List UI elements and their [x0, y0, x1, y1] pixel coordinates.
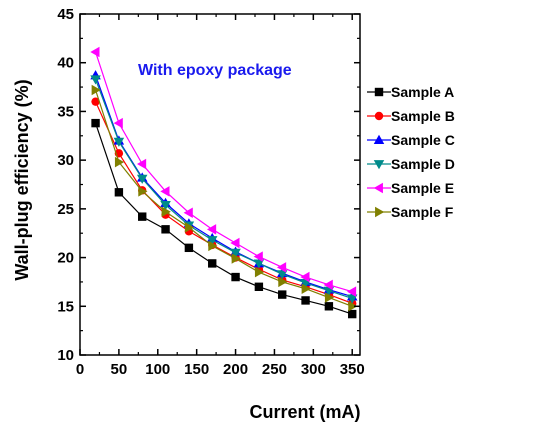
data-point	[230, 248, 241, 258]
legend-item: Sample A	[367, 84, 454, 100]
legend-label: Sample B	[391, 108, 455, 124]
y-tick-label: 40	[57, 55, 74, 72]
data-point	[90, 46, 100, 58]
data-point	[254, 282, 264, 291]
data-point	[91, 118, 100, 128]
data-point	[114, 156, 125, 168]
y-tick-label: 10	[57, 347, 74, 364]
legend-marker	[374, 111, 384, 121]
data-point	[114, 188, 124, 197]
data-point	[348, 301, 358, 312]
legend-item: Sample D	[367, 156, 455, 172]
x-tick-label: 250	[262, 361, 287, 378]
data-point	[324, 302, 334, 311]
data-point	[184, 222, 195, 233]
legend-item: Sample C	[367, 132, 455, 148]
data-point	[184, 243, 194, 253]
y-tick-label: 25	[57, 201, 74, 218]
x-tick-label: 100	[145, 361, 170, 378]
legend-marker	[373, 182, 383, 194]
data-point	[206, 224, 217, 235]
y-axis-title: Wall-plug efficiency (%)	[12, 79, 32, 280]
data-point	[138, 212, 147, 221]
series-layer	[90, 46, 358, 319]
x-tick-label: 150	[184, 361, 209, 378]
legend: Sample A Sample B Sample C Sample D Sample E…	[367, 84, 455, 220]
data-point	[113, 117, 123, 129]
data-point	[136, 158, 147, 170]
legend-label: Sample C	[391, 132, 455, 148]
x-tick-label: 50	[111, 361, 128, 378]
data-point	[231, 253, 241, 264]
legend-item: Sample B	[367, 108, 455, 124]
data-point	[91, 84, 101, 96]
data-point	[348, 309, 357, 319]
series-sample-f	[91, 84, 358, 312]
data-point	[278, 290, 287, 299]
legend-marker	[374, 87, 384, 97]
data-point	[253, 251, 263, 262]
data-point	[208, 259, 217, 268]
y-tick-label: 30	[57, 152, 74, 169]
data-point	[346, 294, 358, 304]
series-line	[94, 79, 353, 300]
data-point	[278, 276, 288, 288]
x-tick-label: 0	[76, 361, 84, 378]
legend-marker	[373, 160, 385, 170]
data-point	[324, 292, 335, 303]
data-point	[160, 186, 170, 197]
legend-label: Sample F	[391, 204, 454, 220]
legend-marker	[375, 206, 385, 218]
y-tick-label: 20	[57, 250, 74, 267]
x-tick-label: 350	[340, 361, 365, 378]
legend-marker	[373, 134, 385, 144]
data-point	[91, 97, 100, 106]
data-point	[346, 286, 357, 297]
data-point	[254, 266, 265, 278]
data-point	[183, 207, 193, 219]
data-point	[90, 75, 101, 85]
y-tick-label: 45	[57, 6, 74, 23]
data-point	[276, 262, 287, 273]
legend-item: Sample E	[367, 180, 454, 196]
data-point	[301, 283, 311, 294]
data-point	[301, 296, 310, 305]
axis-ticks: 0 50 100 150 200 250 300 350 10 15 20 25 30 35 40 45	[57, 6, 364, 378]
data-point	[230, 237, 240, 249]
series-sample-a	[91, 118, 357, 319]
x-axis-title: Current (mA)	[250, 402, 361, 422]
legend-label: Sample E	[391, 180, 454, 196]
data-point	[161, 206, 171, 218]
legend-item: Sample F	[367, 204, 454, 220]
x-tick-label: 300	[301, 361, 326, 378]
data-point	[253, 259, 265, 269]
data-point	[113, 137, 125, 147]
data-point	[136, 174, 148, 184]
data-point	[138, 186, 148, 197]
chart-annotation: With epoxy package	[138, 62, 292, 79]
x-tick-label: 200	[223, 361, 248, 378]
legend-label: Sample A	[391, 84, 454, 100]
y-tick-label: 35	[57, 103, 74, 120]
series-sample-e	[90, 46, 357, 297]
data-point	[300, 271, 310, 283]
data-point	[206, 236, 218, 246]
legend-label: Sample D	[391, 156, 455, 172]
data-point	[208, 240, 218, 252]
data-point	[323, 279, 333, 291]
y-tick-label: 15	[57, 298, 74, 315]
data-point	[231, 272, 240, 282]
data-point	[160, 201, 171, 211]
data-point	[276, 270, 288, 280]
data-point	[161, 225, 170, 234]
